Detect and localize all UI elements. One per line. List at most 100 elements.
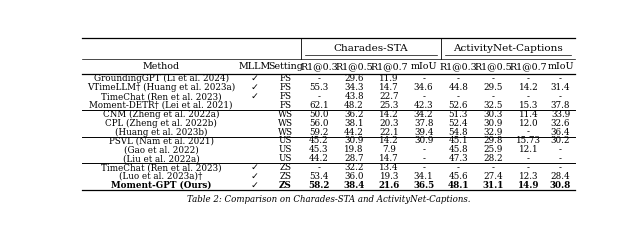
Text: MLLM: MLLM xyxy=(238,62,271,71)
Text: 47.3: 47.3 xyxy=(449,154,468,163)
Text: US: US xyxy=(278,145,292,154)
Text: mIoU: mIoU xyxy=(410,62,437,71)
Text: ZS: ZS xyxy=(279,163,291,172)
Text: 12.0: 12.0 xyxy=(518,119,538,128)
Text: (Liu et al. 2022a): (Liu et al. 2022a) xyxy=(123,154,200,163)
Text: 11.4: 11.4 xyxy=(518,110,538,119)
Text: -: - xyxy=(317,74,321,83)
Text: 30.2: 30.2 xyxy=(551,136,570,145)
Text: Table 2: Comparison on Charades-STA and ActivityNet-Captions.: Table 2: Comparison on Charades-STA and … xyxy=(187,195,470,204)
Text: 58.2: 58.2 xyxy=(308,181,330,190)
Text: -: - xyxy=(527,163,530,172)
Text: 14.2: 14.2 xyxy=(380,136,399,145)
Text: 30.9: 30.9 xyxy=(484,119,503,128)
Text: FS: FS xyxy=(279,74,291,83)
Text: 33.9: 33.9 xyxy=(551,110,570,119)
Text: 32.5: 32.5 xyxy=(484,101,503,110)
Text: FS: FS xyxy=(279,92,291,101)
Text: -: - xyxy=(559,145,562,154)
Text: 36.5: 36.5 xyxy=(413,181,435,190)
Text: -: - xyxy=(559,92,562,101)
Text: mIoU: mIoU xyxy=(547,62,574,71)
Text: WS: WS xyxy=(278,128,292,137)
Text: -: - xyxy=(457,92,460,101)
Text: TimeChat (Ren et al. 2023): TimeChat (Ren et al. 2023) xyxy=(100,92,221,101)
Text: 37.8: 37.8 xyxy=(551,101,570,110)
Text: 53.4: 53.4 xyxy=(309,172,328,181)
Text: 29.8: 29.8 xyxy=(484,136,503,145)
Text: ✓: ✓ xyxy=(250,74,259,83)
Text: 36.4: 36.4 xyxy=(550,128,570,137)
Text: 14.9: 14.9 xyxy=(518,181,540,190)
Text: 52.4: 52.4 xyxy=(449,119,468,128)
Text: -: - xyxy=(422,145,425,154)
Text: 13.4: 13.4 xyxy=(380,163,399,172)
Text: -: - xyxy=(422,163,425,172)
Text: (Huang et al. 2023b): (Huang et al. 2023b) xyxy=(115,128,207,137)
Text: 55.3: 55.3 xyxy=(309,83,328,92)
Text: 45.1: 45.1 xyxy=(449,136,468,145)
Text: 45.3: 45.3 xyxy=(309,145,328,154)
Text: 28.7: 28.7 xyxy=(344,154,364,163)
Text: 34.1: 34.1 xyxy=(414,172,433,181)
Text: 45.8: 45.8 xyxy=(449,145,468,154)
Text: ✓: ✓ xyxy=(250,83,259,92)
Text: 19.8: 19.8 xyxy=(344,145,364,154)
Text: (Luo et al. 2023a)†: (Luo et al. 2023a)† xyxy=(120,172,203,181)
Text: 22.7: 22.7 xyxy=(380,92,399,101)
Text: -: - xyxy=(492,163,495,172)
Text: 27.4: 27.4 xyxy=(483,172,503,181)
Text: 30.9: 30.9 xyxy=(414,136,433,145)
Text: 36.0: 36.0 xyxy=(344,172,364,181)
Text: 31.4: 31.4 xyxy=(550,83,570,92)
Text: TimeChat (Ren et al. 2023): TimeChat (Ren et al. 2023) xyxy=(100,163,221,172)
Text: 20.3: 20.3 xyxy=(380,119,399,128)
Text: -: - xyxy=(422,154,425,163)
Text: FS: FS xyxy=(279,83,291,92)
Text: CNM (Zheng et al. 2022a): CNM (Zheng et al. 2022a) xyxy=(103,110,220,119)
Text: 38.1: 38.1 xyxy=(344,119,364,128)
Text: 31.1: 31.1 xyxy=(483,181,504,190)
Text: 15.3: 15.3 xyxy=(519,101,538,110)
Text: ZS: ZS xyxy=(279,181,292,190)
Text: Method: Method xyxy=(143,62,180,71)
Text: 32.9: 32.9 xyxy=(484,128,503,137)
Text: 42.3: 42.3 xyxy=(414,101,433,110)
Text: US: US xyxy=(278,136,292,145)
Text: GroundingGPT (Li et al. 2024): GroundingGPT (Li et al. 2024) xyxy=(93,74,228,83)
Text: 48.2: 48.2 xyxy=(344,101,364,110)
Text: R1@0.7: R1@0.7 xyxy=(371,62,408,71)
Text: Moment-GPT (Ours): Moment-GPT (Ours) xyxy=(111,181,211,190)
Text: 54.8: 54.8 xyxy=(449,128,468,137)
Text: Charades-STA: Charades-STA xyxy=(333,44,408,53)
Text: 30.9: 30.9 xyxy=(344,136,364,145)
Text: R1@0.7: R1@0.7 xyxy=(509,62,547,71)
Text: -: - xyxy=(559,74,562,83)
Text: R1@0.3: R1@0.3 xyxy=(439,62,477,71)
Text: ZS: ZS xyxy=(279,172,291,181)
Text: (Gao et al. 2022): (Gao et al. 2022) xyxy=(124,145,198,154)
Text: R1@0.5: R1@0.5 xyxy=(335,62,373,71)
Text: 39.4: 39.4 xyxy=(414,128,433,137)
Text: 30.3: 30.3 xyxy=(484,110,503,119)
Text: R1@0.5: R1@0.5 xyxy=(474,62,512,71)
Text: 50.0: 50.0 xyxy=(309,110,328,119)
Text: WS: WS xyxy=(278,110,292,119)
Text: 28.2: 28.2 xyxy=(483,154,503,163)
Text: -: - xyxy=(457,163,460,172)
Text: 38.4: 38.4 xyxy=(343,181,365,190)
Text: 14.2: 14.2 xyxy=(518,83,538,92)
Text: 48.1: 48.1 xyxy=(447,181,469,190)
Text: -: - xyxy=(559,163,562,172)
Text: 32.2: 32.2 xyxy=(344,163,364,172)
Text: 34.3: 34.3 xyxy=(344,83,364,92)
Text: US: US xyxy=(278,154,292,163)
Text: 52.6: 52.6 xyxy=(449,101,468,110)
Text: -: - xyxy=(457,74,460,83)
Text: ✓: ✓ xyxy=(250,163,259,172)
Text: 34.6: 34.6 xyxy=(414,83,433,92)
Text: 32.6: 32.6 xyxy=(551,119,570,128)
Text: 25.3: 25.3 xyxy=(380,101,399,110)
Text: -: - xyxy=(317,163,321,172)
Text: -: - xyxy=(422,74,425,83)
